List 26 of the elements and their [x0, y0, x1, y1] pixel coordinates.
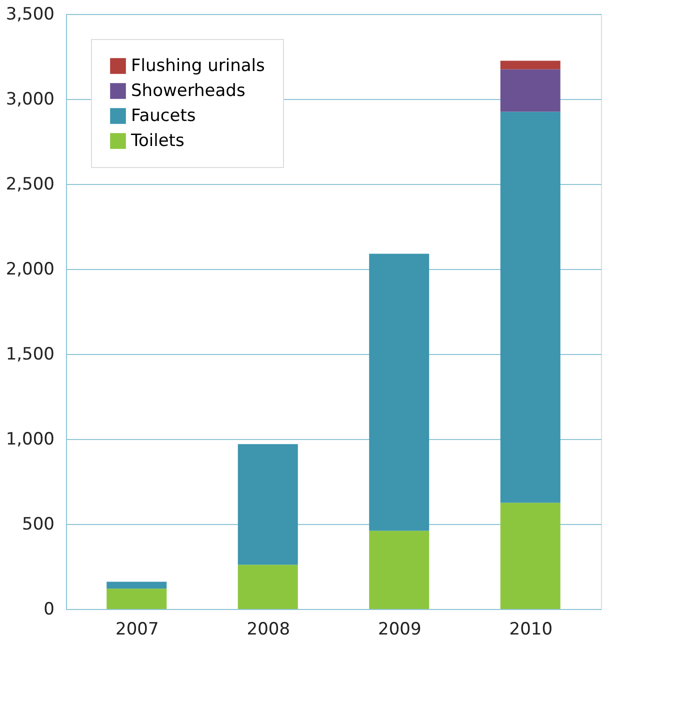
y-tick-label: 1,500: [6, 344, 54, 364]
y-tick-label: 3,500: [6, 4, 54, 24]
bar: [106, 582, 167, 589]
bar: [106, 588, 167, 609]
y-tick-label: 1,000: [6, 430, 54, 450]
bar: [238, 564, 298, 609]
legend-label: Faucets: [131, 106, 196, 126]
legend-label: Flushing urinals: [131, 56, 265, 76]
y-tick-label: 500: [22, 514, 54, 534]
x-tick-label: 2008: [246, 620, 290, 640]
legend-label: Showerheads: [131, 81, 246, 101]
x-tick-label: 2010: [509, 620, 553, 640]
y-tick-label: 3,000: [6, 90, 54, 110]
x-tick-label: 2009: [378, 620, 422, 640]
y-tick-label: 2,000: [6, 260, 54, 280]
bar: [369, 530, 430, 609]
bar: [369, 254, 430, 531]
y-tick-label: 0: [44, 600, 54, 620]
legend-label: Toilets: [130, 131, 184, 151]
x-tick-label: 2007: [115, 620, 159, 640]
bar: [500, 502, 560, 609]
y-tick-label: 2,500: [6, 174, 54, 194]
bar: [500, 69, 560, 112]
bar: [500, 60, 560, 70]
bar: [500, 112, 560, 503]
bar: [238, 444, 298, 565]
